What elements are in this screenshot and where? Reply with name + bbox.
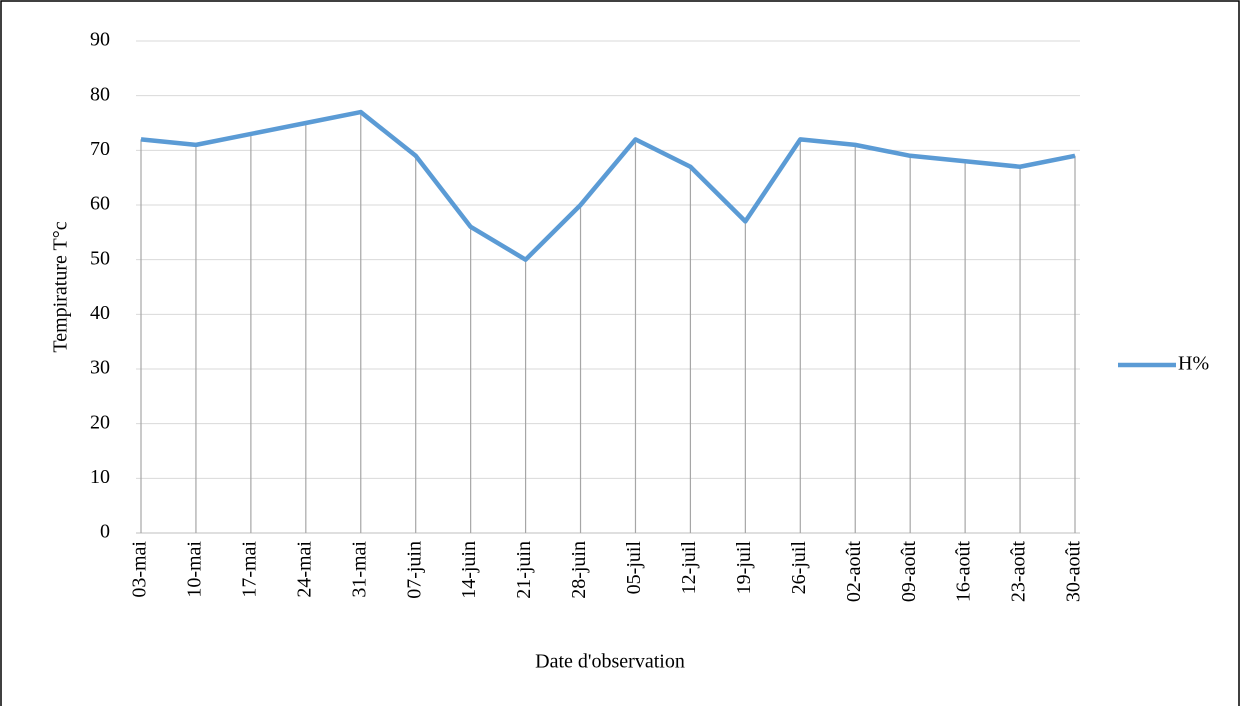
x-tick-label: 30-août (1063, 541, 1085, 603)
x-tick-label: 03-mai (129, 541, 151, 598)
y-tick-label: 80 (90, 83, 110, 105)
x-tick-label: 24-mai (293, 541, 315, 598)
x-tick-label: 12-juil (678, 541, 700, 595)
x-tick-label: 02-août (843, 541, 865, 603)
line-series (140, 109, 1076, 262)
x-tick-label: 23-août (1008, 541, 1030, 603)
x-axis-label: Date d'observation (535, 651, 685, 673)
y-tick-label: 50 (90, 247, 110, 269)
x-tick-label: 05-juil (623, 541, 645, 595)
x-tick-label: 16-août (953, 541, 975, 603)
y-axis-label: Tempirature T°c (50, 221, 72, 352)
x-tick-label: 28-juin (568, 541, 590, 599)
x-tick-label: 10-mai (184, 541, 206, 598)
x-tick-label: 14-juin (458, 541, 480, 599)
y-tick-label: 60 (90, 193, 110, 215)
y-tick-label: 10 (90, 466, 110, 488)
y-tick-label: 0 (100, 521, 110, 543)
x-tick-label: 17-mai (238, 541, 260, 598)
x-tick-label: 21-juin (513, 541, 535, 599)
x-tick-label: 19-juil (733, 541, 755, 595)
x-tick-label: 31-mai (348, 541, 370, 598)
y-tick-label: 90 (90, 29, 110, 51)
y-tick-label: 30 (90, 357, 110, 379)
y-tick-label: 40 (90, 302, 110, 324)
x-tick-label: 26-juil (788, 541, 810, 595)
y-tick-label: 70 (90, 138, 110, 160)
x-tick-label: 09-août (898, 541, 920, 603)
x-tick-label: 07-juin (403, 541, 425, 599)
y-tick-label: 20 (90, 411, 110, 433)
legend-label: H% (1178, 353, 1209, 375)
